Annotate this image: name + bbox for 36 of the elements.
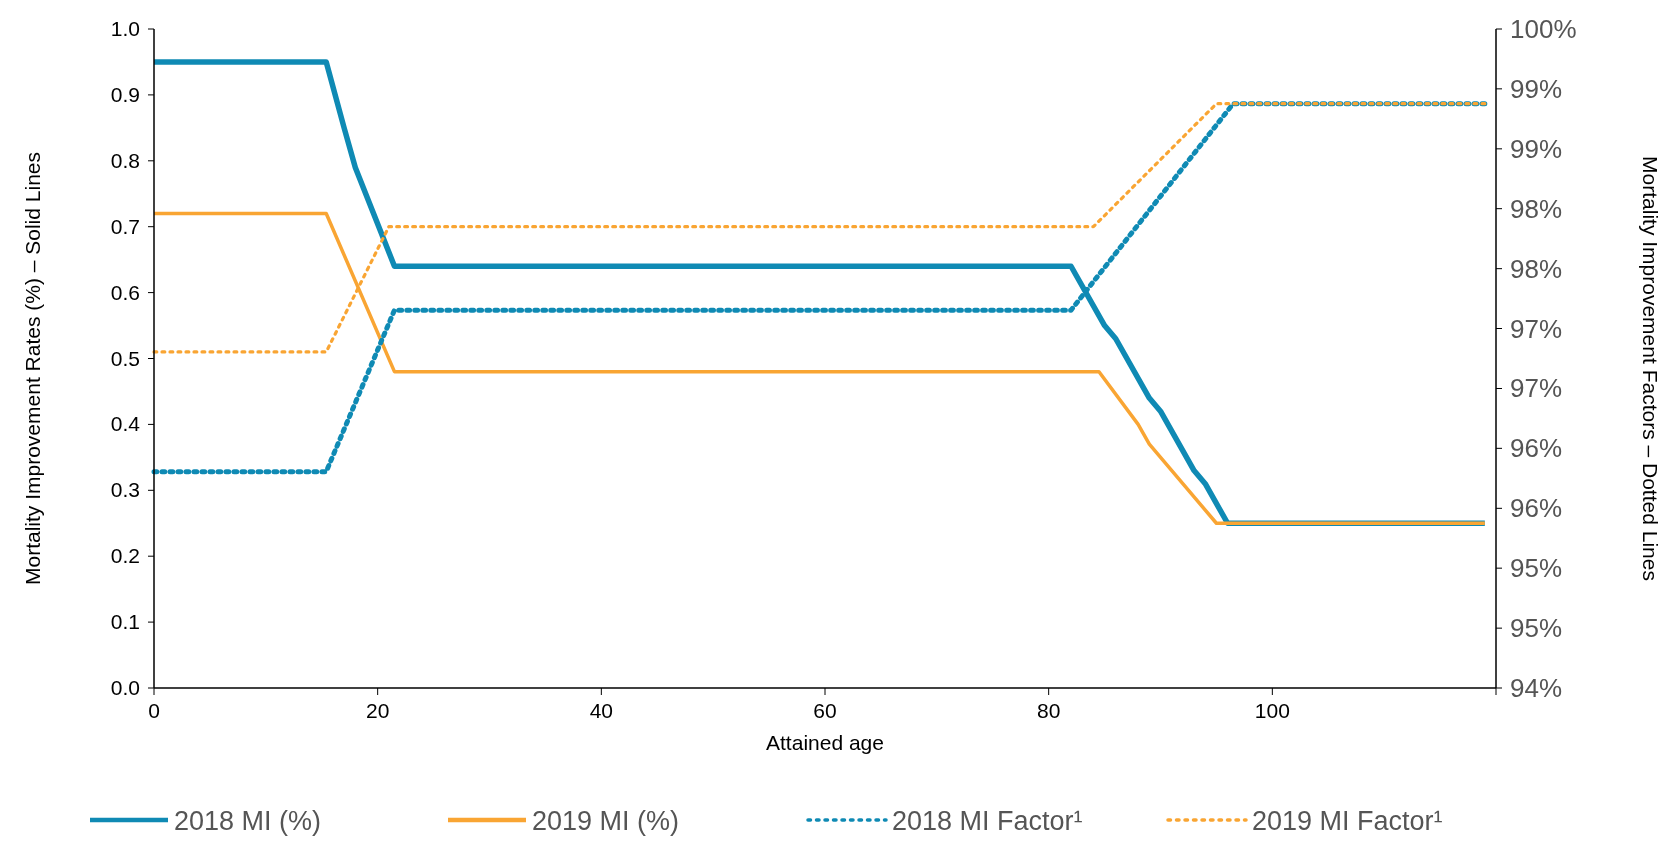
y-tick-label: 0.1 — [110, 610, 140, 634]
y2-axis-title: Mortality Improvement Factors – Dotted Lines — [1639, 156, 1662, 581]
legend-label: 2018 MI (%) — [174, 806, 322, 836]
y2-tick-label: 95% — [1510, 553, 1563, 584]
legend-label: 2018 MI Factor¹ — [892, 806, 1083, 836]
x-tick-label: 100 — [1254, 699, 1290, 722]
x-tick-label: 60 — [813, 699, 837, 722]
y-tick-label: 0.5 — [110, 346, 140, 370]
y-tick-label: 0.6 — [110, 280, 140, 304]
y-tick-label: 0.2 — [110, 544, 140, 568]
x-tick-label: 20 — [365, 699, 390, 722]
y2-tick-label: 94% — [1510, 673, 1563, 703]
y2-tick-label: 100% — [1510, 14, 1577, 44]
y-tick-label: 0.3 — [110, 478, 140, 502]
y2-tick-label: 99% — [1510, 133, 1563, 164]
y-tick-label: 1.0 — [110, 17, 140, 40]
x-tick-label: 0 — [148, 699, 160, 722]
y-tick-label: 0.7 — [110, 214, 140, 238]
legend-label: 2019 MI Factor¹ — [1252, 806, 1443, 836]
legend-label: 2019 MI (%) — [532, 806, 680, 836]
y-tick-label: 0.8 — [110, 148, 140, 172]
x-tick-label: 80 — [1036, 699, 1061, 722]
x-tick-label: 40 — [589, 699, 614, 722]
y-axis-title: Mortality Improvement Rates (%) – Solid Lines — [21, 152, 44, 585]
y2-tick-label: 99% — [1510, 73, 1563, 104]
y2-tick-label: 96% — [1510, 433, 1563, 464]
y2-tick-label: 98% — [1510, 193, 1563, 224]
x-axis-title: Attained age — [766, 731, 884, 754]
y2-tick-label: 95% — [1510, 613, 1563, 644]
y2-tick-label: 97% — [1510, 373, 1563, 404]
y-tick-label: 0.4 — [110, 412, 141, 436]
y-tick-label: 0.0 — [110, 676, 140, 699]
y2-tick-label: 97% — [1510, 313, 1563, 344]
y2-tick-label: 96% — [1510, 493, 1563, 524]
y2-tick-label: 98% — [1510, 253, 1563, 284]
y-tick-label: 0.9 — [110, 82, 140, 106]
